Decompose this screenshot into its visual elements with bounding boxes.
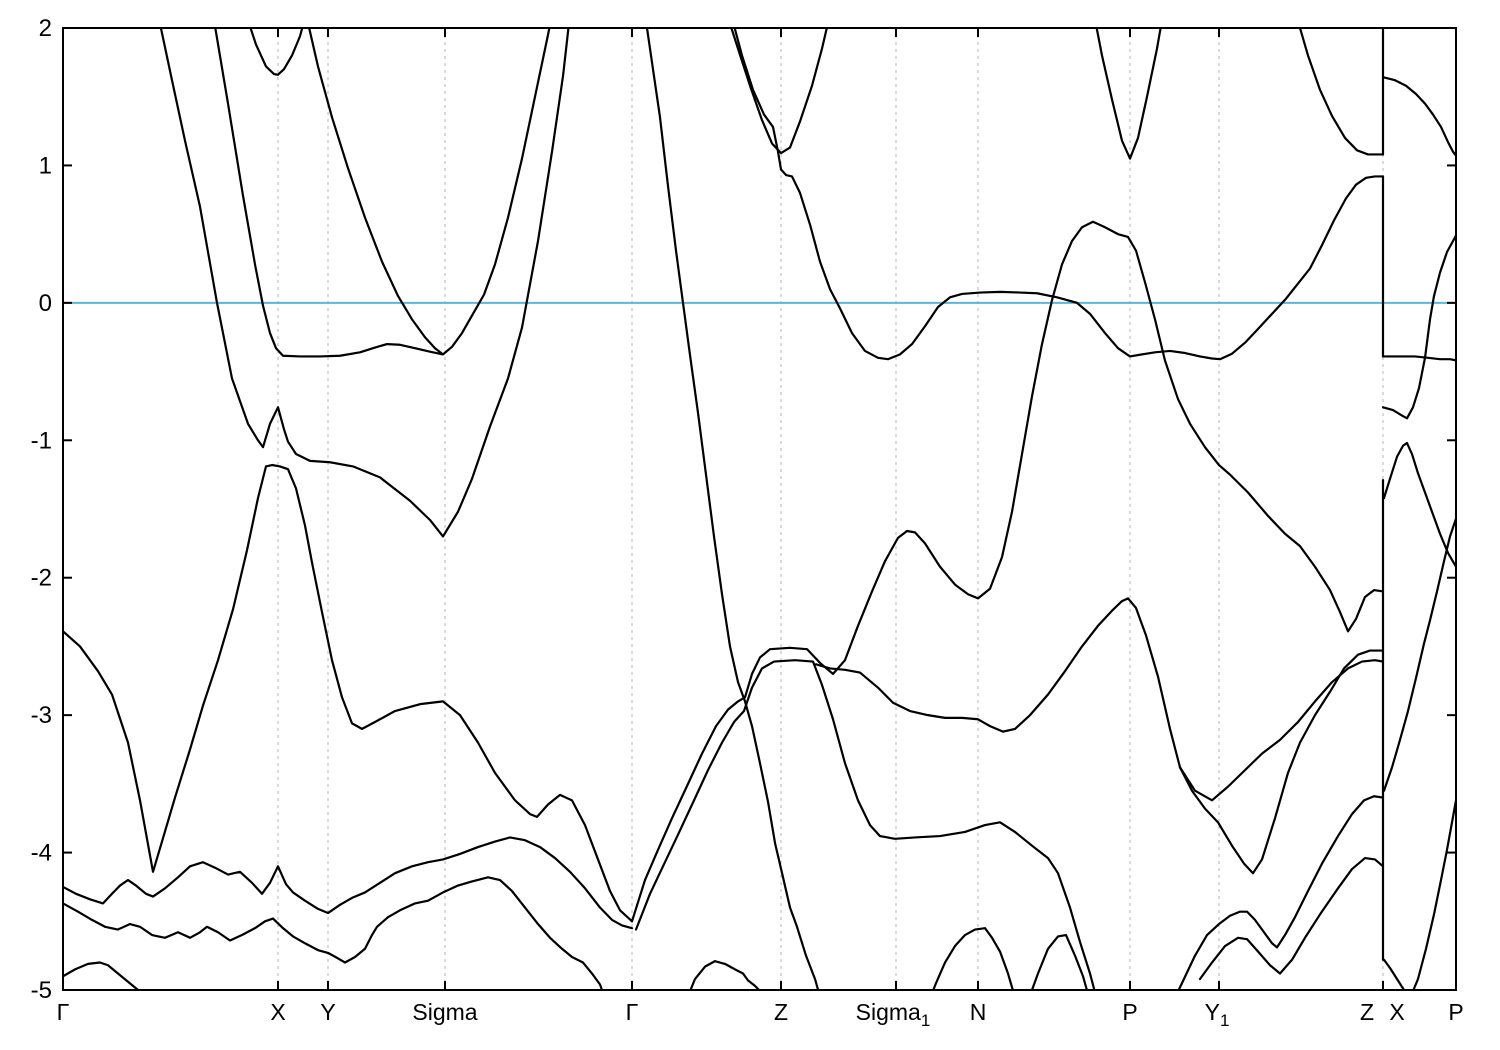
x-axis-label-subscript: 1 <box>1220 1011 1229 1030</box>
x-axis-label-Z: Z <box>774 999 788 1025</box>
plot-border <box>62 27 1457 991</box>
band-curve-xp-mid-rise <box>1382 517 1456 792</box>
band-curve-xp-bottom-v <box>1382 799 1456 990</box>
y-axis-label--5: -5 <box>31 977 52 1004</box>
band-curve-bottom-w-near-N-1 <box>932 927 1014 990</box>
y-axis-label--1: -1 <box>31 427 52 454</box>
band-curve-bottom-w-near-N-2 <box>1030 933 1089 990</box>
y-axis-label-0: 0 <box>39 290 52 317</box>
gridline-layer <box>277 28 1384 990</box>
x-axis-label-Sigma: Sigma <box>412 999 477 1025</box>
y-axis-label-1: 1 <box>39 152 52 179</box>
band-curve-u-dip-at-X <box>249 28 304 76</box>
band-curve-bottom-hump-gamma-Z <box>689 960 761 990</box>
band-curve-bottom-stub-gamma1 <box>63 961 140 990</box>
band-curve-rise-to-Z-lower-then-deep <box>634 659 1096 990</box>
band-curve-rise-Y1-to-Z-lower <box>1198 856 1385 981</box>
band-curve-xp-flat-band <box>1381 355 1456 362</box>
y-axis-label--4: -4 <box>31 840 52 867</box>
band-curve-bottom-wavy-band-b <box>63 876 604 990</box>
x-axis-label-Sigma1: Sigma1 <box>856 999 931 1030</box>
band-curve-fork-band-to-Z <box>1178 659 1385 802</box>
x-axis-label-P: P <box>1122 999 1137 1025</box>
x-axis-label-X: X <box>1389 999 1404 1025</box>
x-axis-label-Y1: Y1 <box>1205 999 1230 1030</box>
band-curve-rise-to-Z-upper-then-N-dip-hump <box>630 220 1385 923</box>
y-axis-label-2: 2 <box>39 15 52 42</box>
band-curves-layer <box>63 28 1456 990</box>
x-axis-label-P: P <box>1448 999 1463 1025</box>
axis-label-layer: 210-1-2-3-4-5Γ X Y Sigma Γ Z Sigma1 N P Y1 Z X P <box>31 15 1464 1030</box>
band-curve-descent-to-Z-end-flat <box>1298 28 1385 156</box>
x-axis-label-Γ: Γ <box>57 999 70 1025</box>
x-axis-label-N: N <box>970 999 987 1025</box>
band-curve-v-dip-at-P <box>1095 28 1162 160</box>
y-axis-label--3: -3 <box>31 702 52 729</box>
x-axis-label-X: X <box>270 999 285 1025</box>
band-curve-lambda-band-left <box>63 463 634 923</box>
band-curve-xp-bump-band <box>1382 441 1456 568</box>
band-curve-steep-descent-spike-sigma-min <box>159 28 570 538</box>
x-axis-label-subscript: 1 <box>921 1011 930 1030</box>
band-curve-bottom-wavy-band-a <box>63 836 634 930</box>
band-curve-fermi-hugging-band <box>733 28 1385 361</box>
x-axis-label-Y: Y <box>320 999 335 1025</box>
band-curve-mid-band-N-dip-P-peak-V <box>814 597 1385 875</box>
band-curve-u-dip-at-Z <box>730 28 828 155</box>
band-curve-rise-Y1-to-Z-upper <box>1177 795 1385 990</box>
x-axis-label-Γ: Γ <box>626 999 639 1025</box>
y-axis-label--2: -2 <box>31 565 52 592</box>
band-curve-top-descent-to-sigma <box>308 28 445 356</box>
axes-frame-layer <box>62 27 1457 991</box>
x-axis-label-Z: Z <box>1360 999 1374 1025</box>
band-curve-xp-rising-through-fermi <box>1381 234 1456 420</box>
band-curve-xp-top-band <box>1382 76 1456 158</box>
band-curve-plunge-line-gamma2 <box>645 28 820 990</box>
band-curve-steep-descent-flat-band <box>214 28 551 358</box>
